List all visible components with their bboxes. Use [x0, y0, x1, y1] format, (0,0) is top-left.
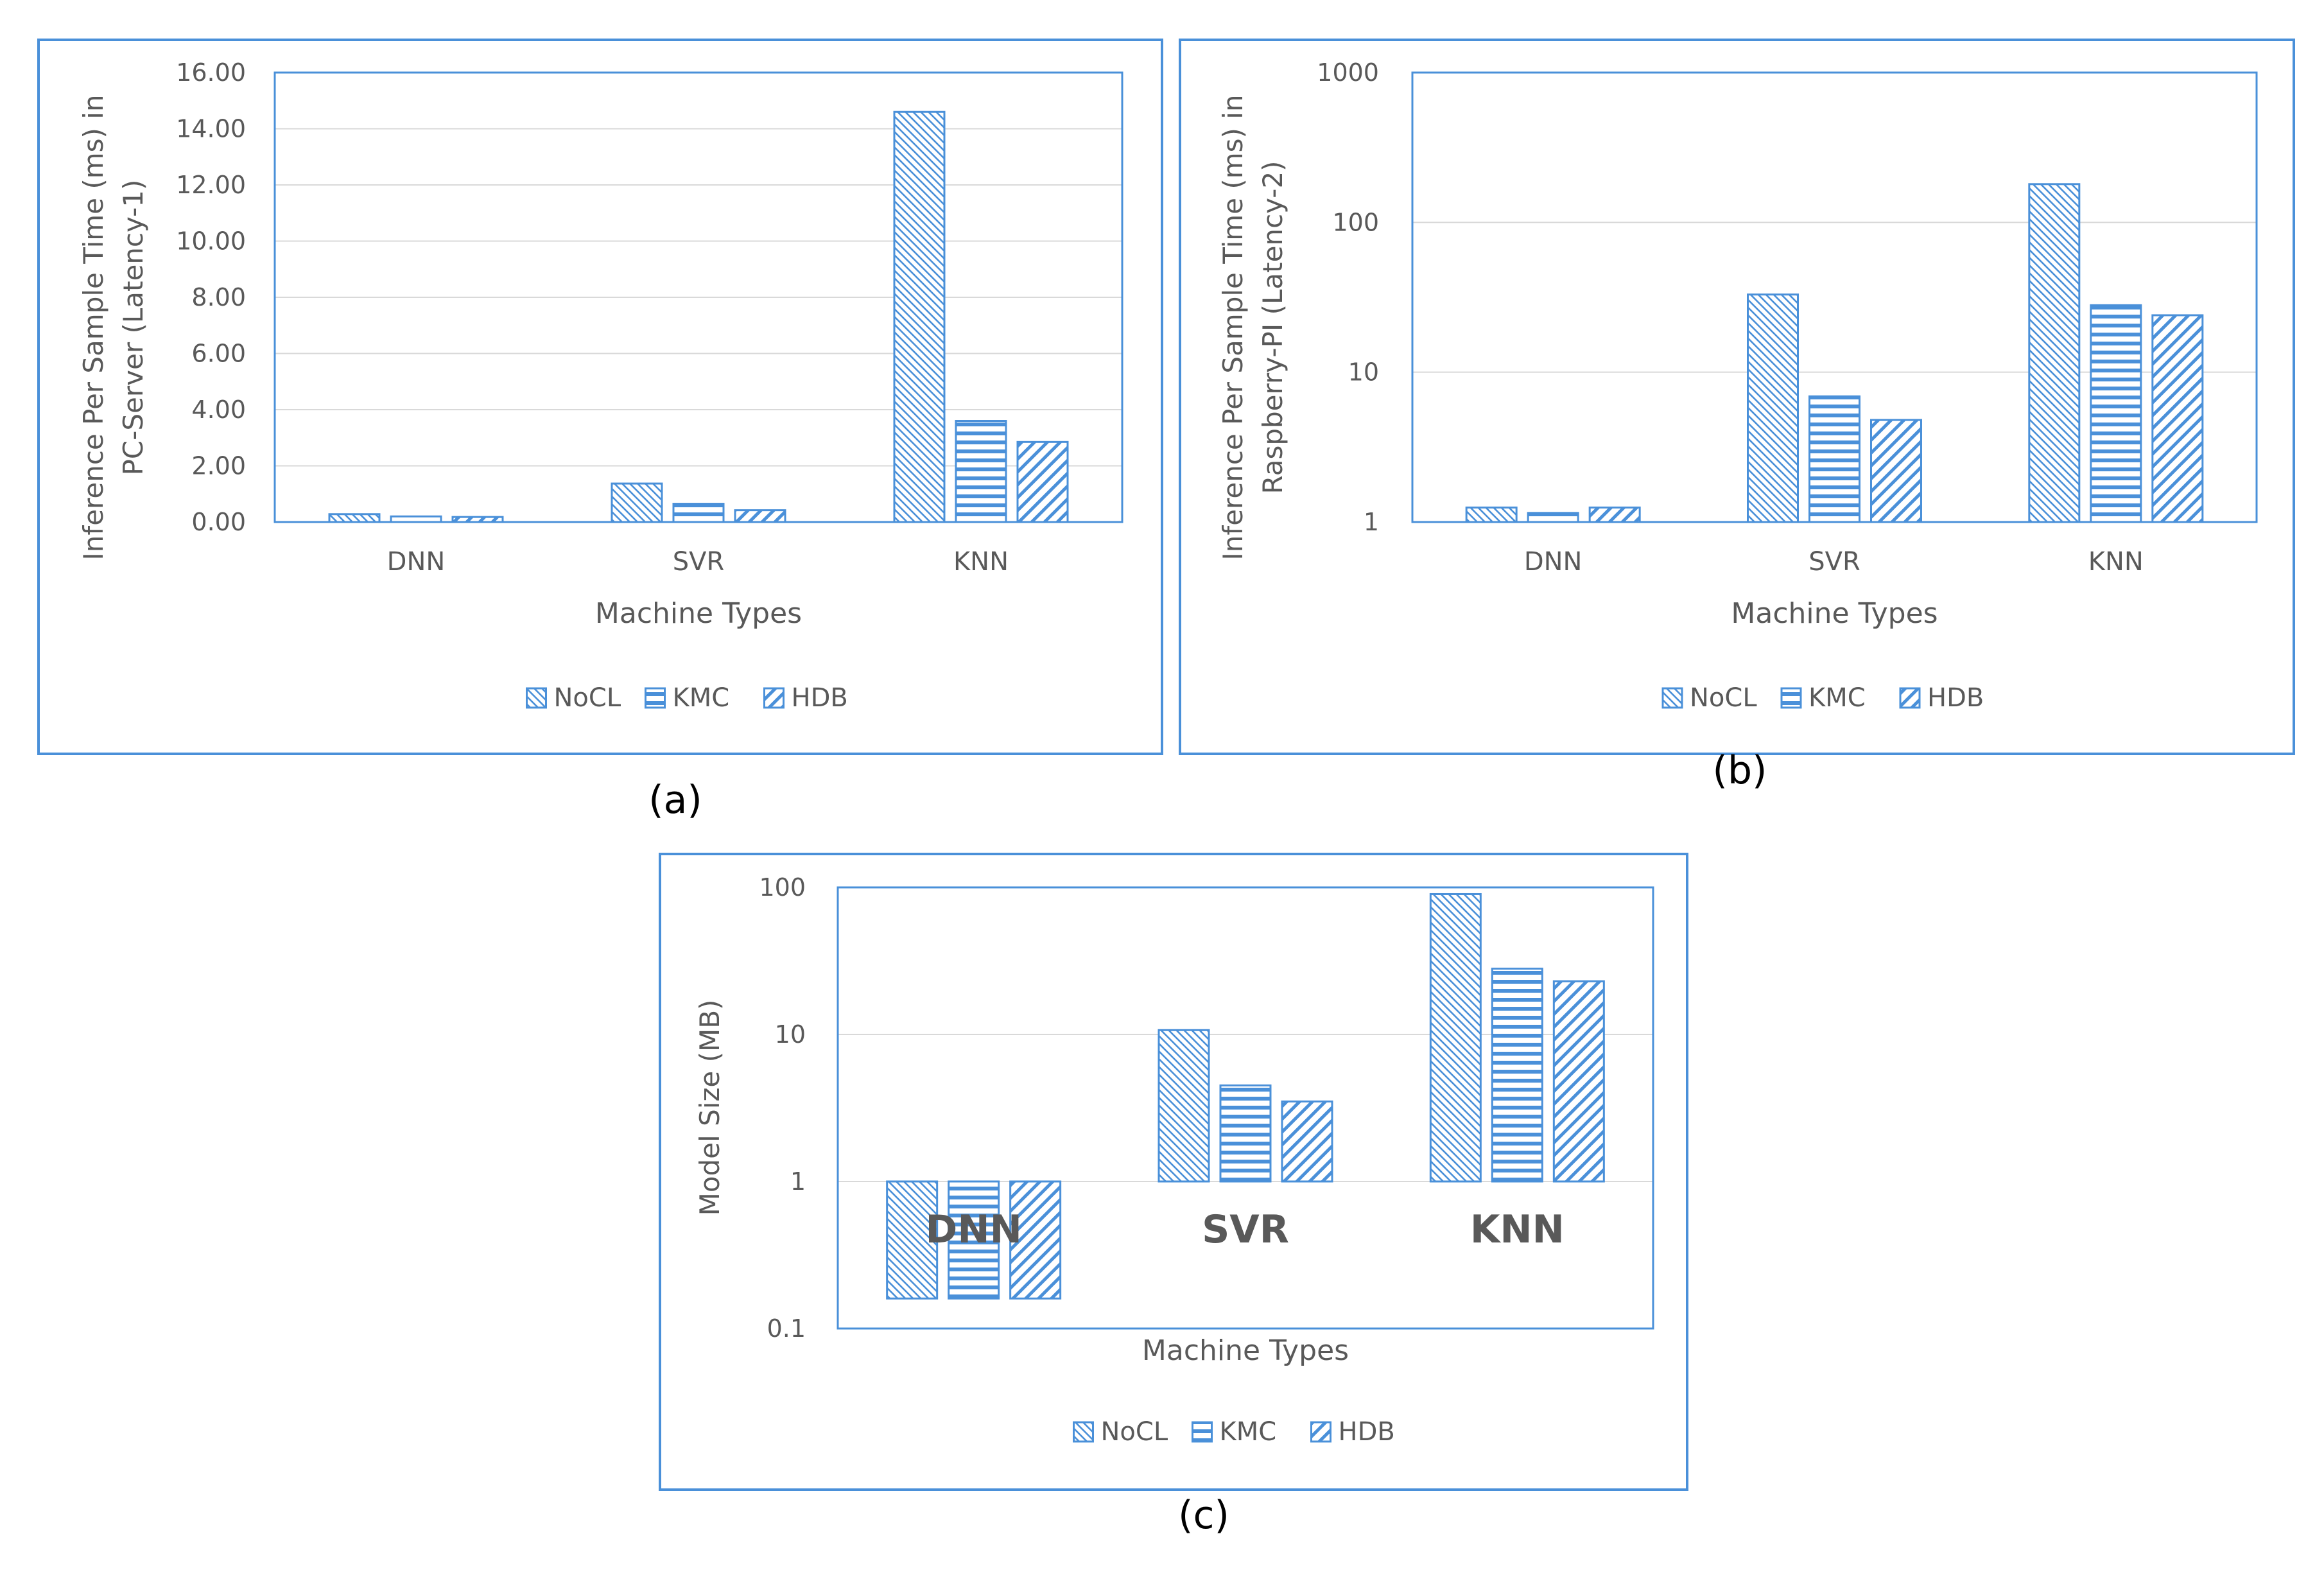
bar-kmc-dnn	[1527, 512, 1579, 523]
y-axis-title: Model Size (MB)	[694, 1000, 725, 1216]
chart-panel-b: 1 10 100 1000 DNN SVR KNN Machine Types Inferenc…	[1179, 39, 2295, 793]
y-tick-label: 10	[1348, 358, 1379, 387]
bar-nocl-dnn	[886, 1180, 939, 1300]
diagonal-up-hatch-icon	[1899, 687, 1921, 709]
bar-kmc-svr	[672, 503, 725, 523]
horizontal-stripe-icon	[1192, 1421, 1213, 1443]
legend-label: NoCL	[1101, 1417, 1168, 1447]
category-label: DNN	[387, 547, 446, 577]
y-tick-label: 2.00	[191, 452, 246, 480]
category-label: DNN	[926, 1207, 1022, 1252]
bar-kmc-knn	[1491, 968, 1543, 1183]
diagonal-down-hatch-icon	[526, 687, 547, 709]
bar-nocl-knn	[2028, 183, 2081, 523]
legend-label: NoCL	[1690, 683, 1757, 713]
y-tick-label: 6.00	[191, 340, 246, 368]
x-axis-title: Machine Types	[1142, 1334, 1349, 1367]
category-label: SVR	[1808, 547, 1860, 577]
figure-caption: (b)	[1713, 748, 1767, 793]
bar-kmc-svr	[1219, 1084, 1272, 1183]
category-label: SVR	[1202, 1207, 1289, 1252]
y-tick-label: 8.00	[191, 283, 246, 311]
bar-nocl-dnn	[1465, 506, 1518, 523]
y-axis-title: Inference Per Sample Time (ms) in	[1217, 94, 1249, 560]
y-tick-label: 100	[1332, 208, 1379, 236]
bar-kmc-dnn	[390, 515, 442, 523]
legend-label: NoCL	[554, 683, 621, 713]
chart-panel-a: 0.00 2.00 4.00 6.00 8.00 10.00 12.00 14.00 16.00…	[37, 39, 1163, 823]
chart-frame	[37, 39, 1163, 755]
y-tick-label: 10.00	[176, 227, 246, 256]
bar-hdb-dnn	[1009, 1180, 1062, 1300]
figure-caption: (c)	[1178, 1493, 1229, 1538]
y-tick-label: 0.1	[767, 1314, 806, 1343]
diagonal-up-hatch-icon	[763, 687, 785, 709]
legend-label: HDB	[1339, 1417, 1395, 1447]
y-axis-title: Inference Per Sample Time (ms) in	[78, 94, 109, 560]
y-axis-title: PC-Server (Latency-1)	[117, 180, 149, 476]
figure-caption: (a)	[648, 778, 702, 823]
category-label: KNN	[953, 547, 1009, 577]
legend: NoCL KMC HDB	[1661, 683, 1984, 713]
bar-nocl-knn	[1429, 893, 1482, 1183]
bar-nocl-svr	[1158, 1029, 1210, 1183]
horizontal-stripe-icon	[1780, 687, 1802, 709]
bar-hdb-knn	[1552, 980, 1605, 1183]
x-axis-title: Machine Types	[1731, 597, 1938, 630]
legend-label: KMC	[673, 683, 730, 713]
y-tick-label: 16.00	[176, 58, 246, 87]
legend-label: HDB	[1927, 683, 1984, 713]
category-label: KNN	[1470, 1207, 1565, 1252]
y-tick-label: 0.00	[191, 508, 246, 536]
y-tick-label: 12.00	[176, 171, 246, 199]
legend-label: HDB	[792, 683, 848, 713]
chart-panel-c: 0.1 1 10 100 DNN SVR KNN Machine Types Model Siz…	[659, 853, 1688, 1538]
bar-kmc-knn	[2090, 304, 2142, 523]
bar-kmc-dnn	[948, 1180, 1000, 1300]
category-label: DNN	[1524, 547, 1583, 577]
bar-nocl-svr	[611, 482, 663, 523]
diagonal-down-hatch-icon	[1661, 687, 1683, 709]
y-tick-label: 10	[775, 1020, 806, 1049]
y-tick-label: 4.00	[191, 396, 246, 424]
bar-hdb-knn	[1016, 440, 1069, 523]
bar-hdb-svr	[1870, 419, 1922, 523]
bar-nocl-dnn	[328, 513, 381, 523]
bar-hdb-knn	[2151, 314, 2204, 523]
legend-label: KMC	[1220, 1417, 1277, 1447]
y-tick-label: 14.00	[176, 115, 246, 143]
bar-nocl-knn	[893, 110, 946, 523]
legend: NoCL KMC HDB	[526, 683, 848, 713]
legend: NoCL KMC HDB	[1073, 1417, 1395, 1447]
y-tick-label: 100	[759, 873, 806, 902]
y-tick-label: 1	[1364, 508, 1379, 536]
diagonal-up-hatch-icon	[1310, 1421, 1331, 1443]
y-axis-title: Raspberry-PI (Latency-2)	[1257, 161, 1288, 494]
y-tick-label: 1	[790, 1167, 806, 1196]
y-tick-label: 1000	[1317, 58, 1379, 87]
category-label: KNN	[2088, 547, 2144, 577]
bar-nocl-svr	[1747, 293, 1799, 523]
plot-area	[837, 886, 1654, 1330]
bar-kmc-knn	[955, 420, 1007, 523]
diagonal-down-hatch-icon	[1073, 1421, 1094, 1443]
category-label: SVR	[673, 547, 725, 577]
legend-label: KMC	[1808, 683, 1866, 713]
bar-hdb-svr	[734, 509, 786, 523]
bar-hdb-svr	[1281, 1100, 1333, 1183]
bar-hdb-dnn	[1588, 506, 1641, 523]
bar-hdb-dnn	[451, 516, 504, 523]
x-axis-title: Machine Types	[595, 597, 802, 630]
bar-kmc-svr	[1808, 395, 1860, 523]
horizontal-stripe-icon	[645, 687, 666, 709]
